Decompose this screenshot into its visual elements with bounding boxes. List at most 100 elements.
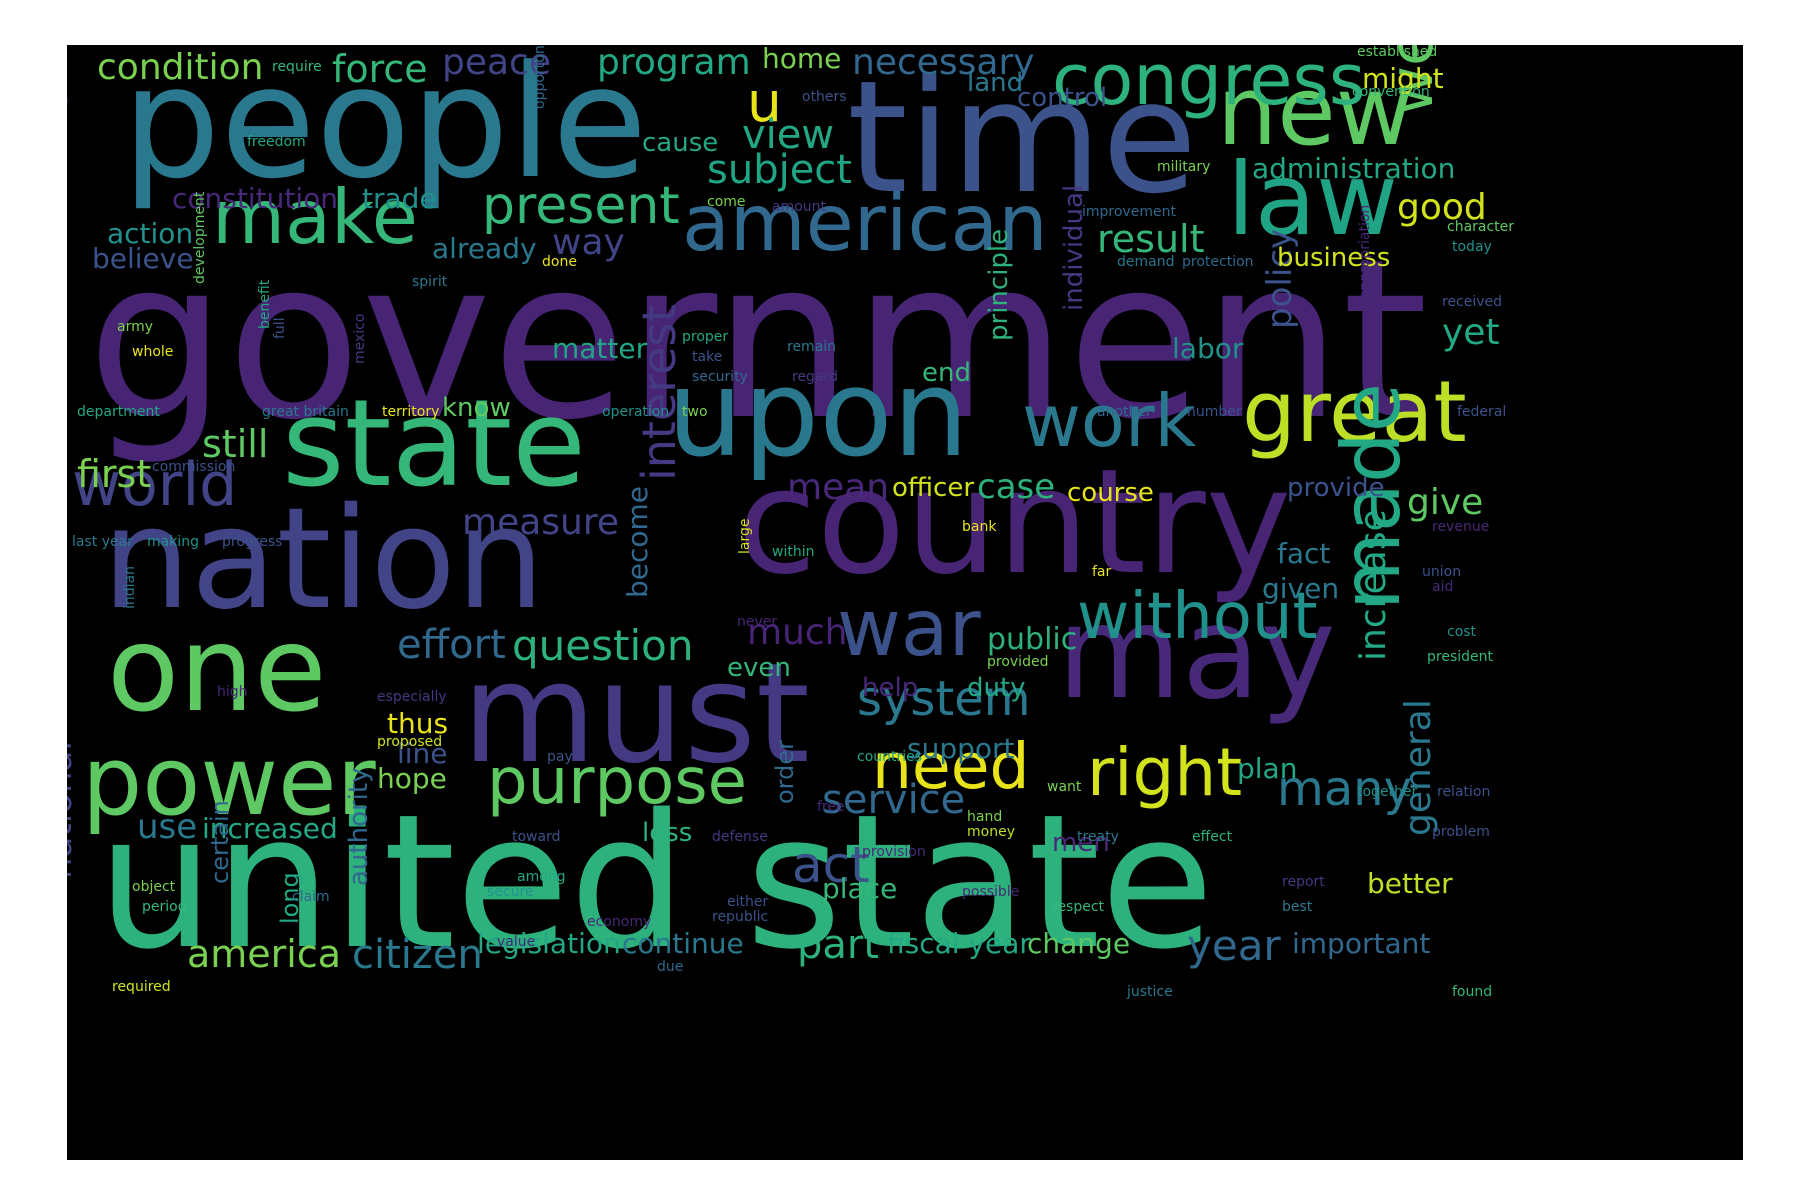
word-legislation: legislation — [477, 927, 621, 960]
word-treaty: treaty — [1077, 829, 1119, 845]
word-principle: principle — [984, 228, 1014, 341]
word-duty: duty — [967, 673, 1026, 703]
word-done: done — [542, 254, 577, 270]
word-case: case — [977, 467, 1056, 507]
word-regard: regard — [792, 369, 838, 385]
word-want: want — [1047, 779, 1082, 795]
word-need: need — [872, 730, 1030, 803]
word-might: might — [1362, 62, 1444, 95]
word-condition: condition — [97, 47, 264, 88]
word-whole: whole — [132, 344, 174, 360]
word-people: people — [122, 45, 648, 213]
word-state: state — [282, 375, 586, 514]
word-end: end — [922, 358, 971, 388]
word-countries: countries — [857, 749, 923, 765]
word-home: home — [762, 45, 842, 75]
word-convention: convention — [1352, 84, 1430, 100]
word-give: give — [1407, 482, 1484, 523]
word-object: object — [132, 879, 176, 895]
word-territory: territory — [382, 404, 440, 420]
word-mexico: mexico — [352, 313, 368, 364]
word-fact: fact — [1277, 537, 1331, 570]
word-military: military — [1157, 159, 1211, 175]
word-department: department — [77, 404, 160, 420]
word-improvement: improvement — [1082, 204, 1176, 220]
word-full: full — [272, 317, 288, 339]
word-required: required — [112, 979, 171, 995]
word-program: program — [597, 45, 751, 83]
word-know: know — [442, 393, 511, 423]
word-great-britain: great britain — [262, 404, 349, 420]
word-others: others — [802, 89, 847, 105]
word-officer: officer — [892, 473, 975, 503]
word-many: many — [1277, 761, 1412, 817]
word-best: best — [1282, 899, 1313, 915]
word-america: america — [187, 932, 342, 976]
word-another: another — [1097, 404, 1152, 420]
word-received: received — [1442, 294, 1503, 310]
word-good: good — [1397, 187, 1487, 228]
word-pay: pay — [547, 749, 573, 765]
word-law: law — [1227, 141, 1398, 258]
word-bank: bank — [962, 519, 997, 535]
word-part: part — [797, 922, 880, 968]
word-provision: provision — [862, 844, 926, 860]
word-line: line — [397, 737, 448, 770]
word-constitution: constitution — [172, 182, 338, 215]
word-appropriation: appropriation — [1357, 204, 1373, 299]
word-thus: thus — [387, 707, 449, 740]
word-much: much — [747, 612, 848, 653]
word-proper: proper — [682, 329, 729, 345]
word-administration: administration — [1252, 152, 1456, 185]
word-upon: upon — [667, 345, 969, 484]
word-provided: provided — [987, 654, 1049, 670]
word-character: character — [1447, 219, 1515, 235]
word-take: take — [692, 349, 723, 365]
word-nation: nation — [102, 478, 545, 641]
word-interest: interest — [632, 304, 686, 481]
word-development: development — [192, 191, 208, 284]
word-force: force — [332, 47, 428, 91]
word-president: president — [1427, 649, 1493, 665]
word-possible: possible — [962, 884, 1020, 900]
word-make: make — [212, 173, 418, 261]
word-trade: trade — [362, 182, 437, 215]
word-general: general — [1398, 699, 1439, 836]
word-aid: aid — [1432, 579, 1454, 595]
word-plan: plan — [1237, 752, 1298, 785]
word-army: army — [117, 319, 154, 335]
word-already: already — [432, 232, 537, 265]
word-important: important — [1292, 927, 1431, 960]
word-never: never — [737, 614, 778, 630]
word-control: control — [1017, 83, 1108, 113]
word-labor: labor — [1172, 332, 1244, 365]
word-increase: increase — [1353, 509, 1394, 661]
word-business: business — [1277, 243, 1391, 273]
word-u: u — [747, 70, 782, 134]
word-new: new — [1217, 57, 1414, 167]
word-become: become — [621, 485, 654, 598]
word-hand: hand — [967, 809, 1003, 825]
word-continue: continue — [622, 927, 744, 960]
word-government: government — [87, 212, 1429, 468]
word-operation: operation — [602, 404, 670, 420]
word-necessary: necessary — [852, 45, 1035, 83]
word-established: established — [1357, 45, 1438, 60]
word-amount: amount — [772, 199, 827, 215]
word-within: within — [772, 544, 815, 560]
word-peace: peace — [442, 45, 552, 83]
word-making: making — [147, 534, 199, 550]
word-public: public — [987, 622, 1078, 657]
word-require: require — [272, 59, 322, 75]
word-better: better — [1367, 867, 1453, 900]
word-purpose: purpose — [487, 745, 747, 819]
word-large: large — [737, 518, 753, 554]
word-given: given — [1262, 572, 1340, 605]
word-report: report — [1282, 874, 1325, 890]
word-republic: republic — [712, 909, 769, 925]
word-claim: claim — [292, 889, 330, 905]
word-way: way — [552, 222, 625, 263]
word-protection: protection — [1182, 254, 1254, 270]
word-may: may — [1057, 579, 1336, 728]
word-cause: cause — [642, 128, 719, 158]
